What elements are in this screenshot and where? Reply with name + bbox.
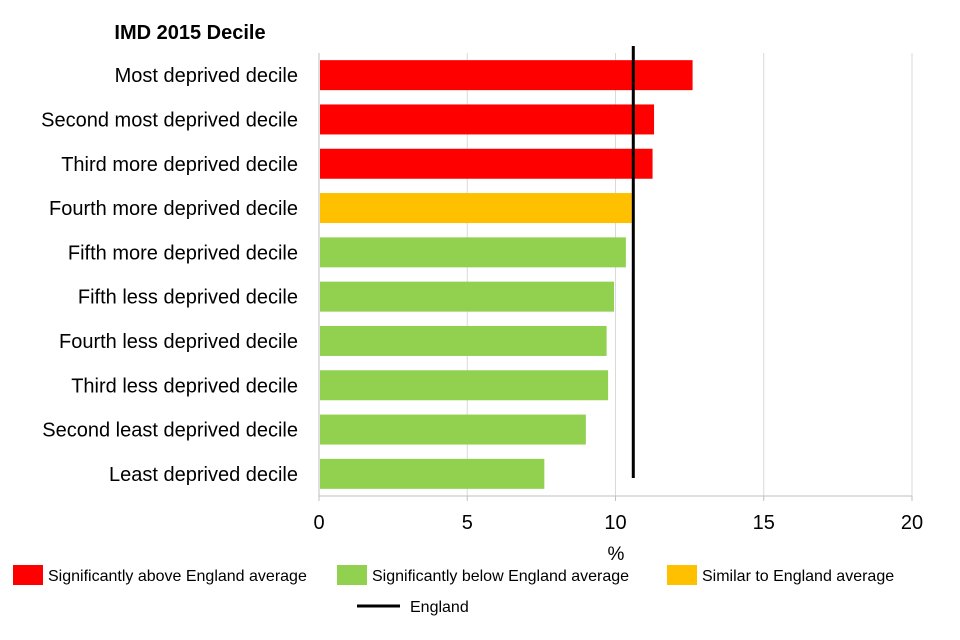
category-label: Fourth more deprived decile [49, 198, 298, 220]
legend-swatch [13, 565, 43, 585]
category-label: Fifth more deprived decile [68, 242, 298, 264]
bar [320, 458, 545, 489]
bar [320, 281, 615, 312]
legend-swatch [667, 565, 697, 585]
legend-label: Significantly above England average [48, 568, 307, 585]
x-tick-label: 0 [313, 512, 324, 534]
category-label: Third less deprived decile [71, 375, 298, 397]
legend-label: England [410, 599, 469, 616]
x-tick-label: 5 [462, 512, 473, 534]
legend-label: Significantly below England average [372, 568, 629, 585]
x-tick-label: 10 [604, 512, 626, 534]
bar [320, 414, 586, 445]
category-label: Fifth less deprived decile [78, 287, 298, 309]
bar [320, 104, 655, 135]
bar [320, 370, 609, 401]
legend-swatch [337, 565, 367, 585]
x-tick-label: 20 [901, 512, 923, 534]
category-label: Most deprived decile [115, 65, 298, 87]
bar [320, 325, 607, 356]
x-axis: 0 5 10 15 20 [313, 53, 923, 534]
bar [320, 148, 653, 179]
bar [320, 60, 693, 91]
x-axis-label: % [608, 544, 625, 565]
chart-title: IMD 2015 Decile [114, 22, 265, 44]
bars [320, 60, 693, 489]
category-label: Second least deprived decile [42, 420, 298, 442]
category-label: Least deprived decile [109, 464, 298, 486]
bar [320, 193, 632, 224]
legend: Significantly above England average Signi… [13, 565, 894, 616]
bar [320, 237, 626, 268]
legend-label: Similar to England average [702, 568, 894, 585]
x-tick-label: 15 [753, 512, 775, 534]
category-labels: Most deprived decile Second most deprived… [41, 65, 298, 486]
category-label: Fourth less deprived decile [59, 331, 298, 353]
category-label: Second most deprived decile [41, 109, 298, 131]
category-label: Third more deprived decile [61, 154, 298, 176]
